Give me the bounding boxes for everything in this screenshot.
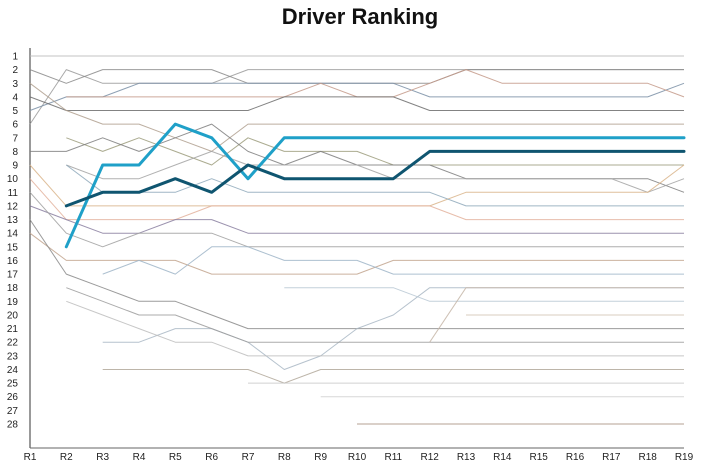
x-tick-label: R14 — [493, 452, 512, 463]
y-tick-label: 13 — [7, 215, 19, 226]
series-line — [66, 150, 685, 193]
x-tick-label: R1 — [24, 452, 37, 463]
series-line — [66, 164, 684, 207]
background-lines-layer — [29, 55, 685, 425]
series-line — [30, 123, 685, 193]
x-tick-label: R17 — [602, 452, 621, 463]
series-line — [29, 178, 684, 221]
series-line — [29, 69, 684, 84]
y-tick-label: 20 — [7, 310, 19, 321]
y-tick-label: 5 — [12, 106, 18, 117]
y-tick-label: 21 — [7, 324, 19, 335]
y-tick-label: 22 — [7, 338, 19, 349]
series-line — [29, 232, 684, 275]
series-line — [29, 191, 684, 248]
y-tick-label: 2 — [12, 65, 18, 76]
x-tick-label: R9 — [314, 452, 327, 463]
series-line — [102, 369, 684, 384]
y-tick-label: 24 — [7, 365, 19, 376]
x-tick-label: R3 — [96, 452, 109, 463]
series-line — [429, 287, 684, 343]
y-tick-label: 26 — [7, 392, 19, 403]
y-tick-label: 10 — [7, 174, 19, 185]
y-tick-label: 23 — [7, 351, 19, 362]
highlight-lines-layer — [64, 122, 686, 249]
y-tick-label: 4 — [12, 92, 18, 103]
y-tick-label: 11 — [8, 188, 19, 199]
series-line — [66, 287, 684, 343]
labels-layer: 1234567891011121314151617181920212223242… — [7, 52, 694, 464]
y-tick-label: 27 — [7, 406, 19, 417]
y-tick-label: 3 — [12, 79, 18, 90]
x-tick-label: R10 — [348, 452, 367, 463]
y-tick-label: 1 — [12, 52, 18, 63]
series-line — [29, 82, 685, 111]
series-line — [29, 96, 684, 111]
x-tick-label: R19 — [675, 452, 694, 463]
x-tick-label: R16 — [566, 452, 585, 463]
x-tick-label: R6 — [205, 452, 218, 463]
y-tick-label: 28 — [7, 420, 19, 431]
y-tick-label: 17 — [7, 270, 19, 281]
x-tick-label: R12 — [420, 452, 439, 463]
y-tick-label: 12 — [7, 201, 19, 212]
series-line — [29, 164, 685, 207]
highlight-series-line — [64, 149, 686, 208]
series-line — [66, 300, 684, 357]
x-tick-label: R13 — [457, 452, 476, 463]
x-tick-label: R8 — [278, 452, 291, 463]
highlight-series-line — [64, 122, 686, 249]
x-tick-label: R11 — [385, 452, 403, 463]
y-tick-label: 9 — [12, 161, 18, 172]
axes-layer — [29, 48, 684, 449]
chart-title: Driver Ranking — [281, 4, 439, 29]
series-line — [29, 82, 684, 152]
series-line — [66, 137, 684, 166]
y-tick-label: 15 — [7, 242, 19, 253]
series-line — [102, 246, 684, 275]
x-tick-label: R15 — [529, 452, 548, 463]
x-tick-label: R4 — [133, 452, 146, 463]
y-tick-label: 6 — [12, 120, 18, 131]
x-tick-label: R2 — [60, 452, 73, 463]
y-tick-label: 8 — [12, 147, 18, 158]
series-line — [284, 287, 684, 302]
x-tick-label: R5 — [169, 452, 182, 463]
y-tick-label: 18 — [7, 283, 19, 294]
y-tick-label: 19 — [7, 297, 19, 308]
x-tick-label: R18 — [638, 452, 657, 463]
y-tick-label: 7 — [12, 133, 18, 144]
y-tick-label: 14 — [7, 229, 19, 240]
x-tick-label: R7 — [242, 452, 255, 463]
y-tick-label: 25 — [7, 379, 19, 390]
y-tick-label: 16 — [7, 256, 19, 267]
